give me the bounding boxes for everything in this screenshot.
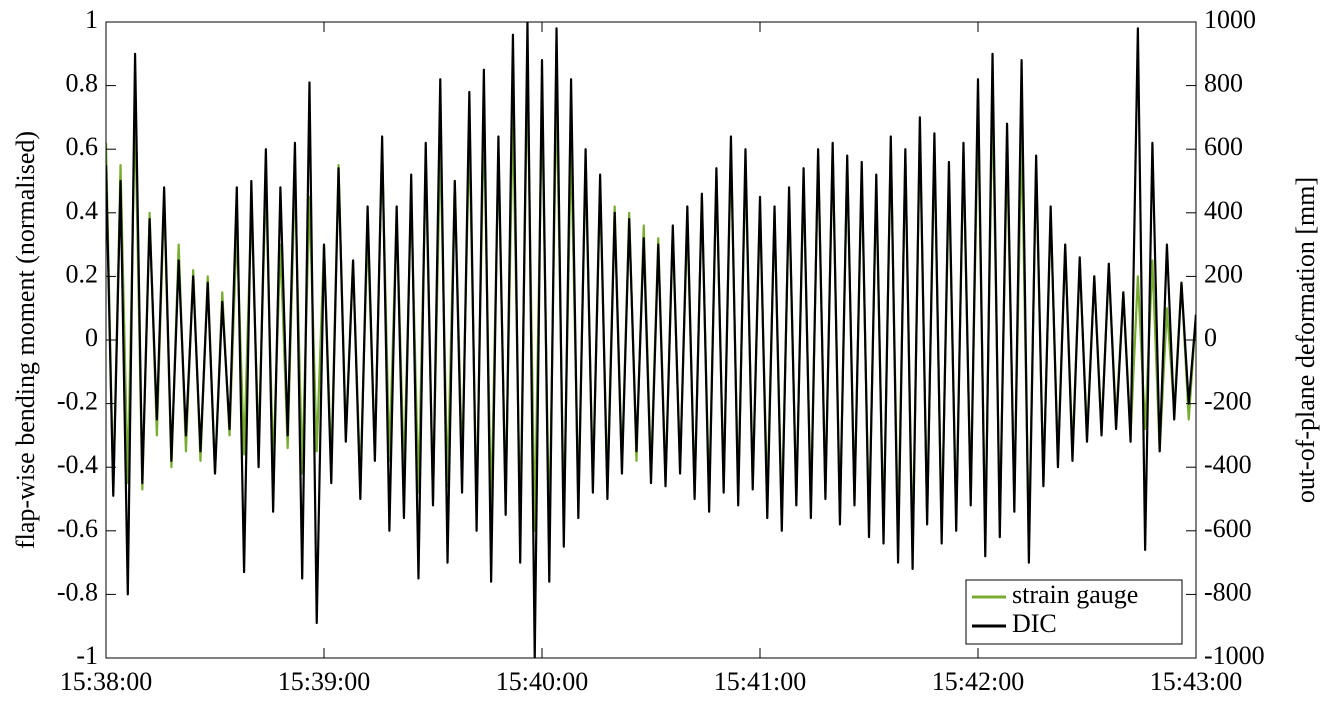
- legend-label: DIC: [1012, 609, 1057, 638]
- x-tick-label: 15:38:00: [60, 667, 152, 696]
- legend-box: [965, 579, 1183, 645]
- y2-tick-label: -800: [1204, 577, 1252, 606]
- plot-area: [106, 22, 1196, 658]
- y-tick-label: -1: [76, 641, 98, 670]
- y2-tick-label: -400: [1204, 450, 1252, 479]
- y-tick-label: -0.2: [57, 387, 98, 416]
- x-tick-label: 15:42:00: [932, 667, 1024, 696]
- y2-tick-label: 400: [1204, 196, 1243, 225]
- x-tick-label: 15:40:00: [496, 667, 588, 696]
- y-tick-label: 0.2: [66, 259, 99, 288]
- y-tick-label: -0.8: [57, 577, 98, 606]
- x-tick-label: 15:43:00: [1150, 667, 1242, 696]
- y2-tick-label: -600: [1204, 514, 1252, 543]
- y2-axis-label: out-of-plane deformation [mm]: [1291, 177, 1320, 503]
- y-axis-label: flap-wise bending moment (normalised): [11, 131, 40, 549]
- lines: [106, 22, 1196, 658]
- y2-tick-label: -200: [1204, 387, 1252, 416]
- y2-tick-label: 800: [1204, 69, 1243, 98]
- x-tick-label: 15:41:00: [714, 667, 806, 696]
- y2-tick-label: 0: [1204, 323, 1217, 352]
- x-tick-label: 15:39:00: [278, 667, 370, 696]
- y-tick-label: 0.4: [66, 196, 99, 225]
- y2-tick-label: 600: [1204, 132, 1243, 161]
- y-tick-label: 0: [85, 323, 98, 352]
- y2-tick-label: -1000: [1204, 641, 1265, 670]
- y2-tick-label: 1000: [1204, 5, 1256, 34]
- y-tick-label: 0.8: [66, 69, 99, 98]
- series-line: [106, 22, 1196, 658]
- y-tick-label: 0.6: [66, 132, 99, 161]
- y-tick-label: -0.4: [57, 450, 98, 479]
- legend-label: strain gauge: [1012, 580, 1138, 609]
- y2-tick-label: 200: [1204, 259, 1243, 288]
- y-tick-label: -0.6: [57, 514, 98, 543]
- y-tick-label: 1: [85, 5, 98, 34]
